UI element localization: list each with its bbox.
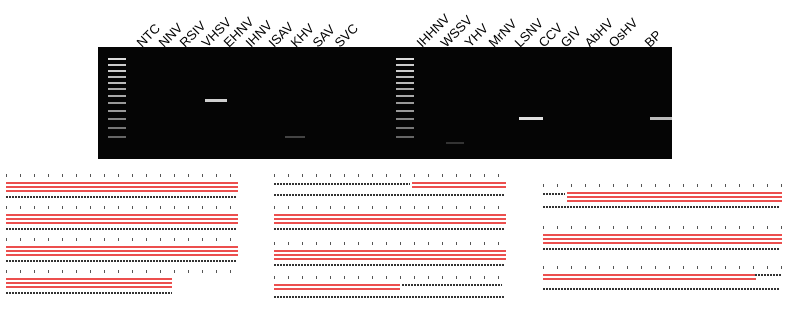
lane-label: OsHV [606,15,641,50]
lane-label: BP [642,27,665,50]
alignment-panel [515,170,786,310]
band [650,117,672,120]
ladder-left [108,58,126,138]
ladder-right [396,58,414,138]
lane-label: SVC [332,21,362,51]
gel-image [98,47,672,159]
band [519,117,543,120]
alignment-panel [0,170,242,310]
alignment-panel [252,170,510,310]
band [285,136,305,138]
lane-label: SAV [310,22,339,51]
band [446,142,464,144]
band [205,99,227,102]
lane-label: MrNV [486,16,520,50]
